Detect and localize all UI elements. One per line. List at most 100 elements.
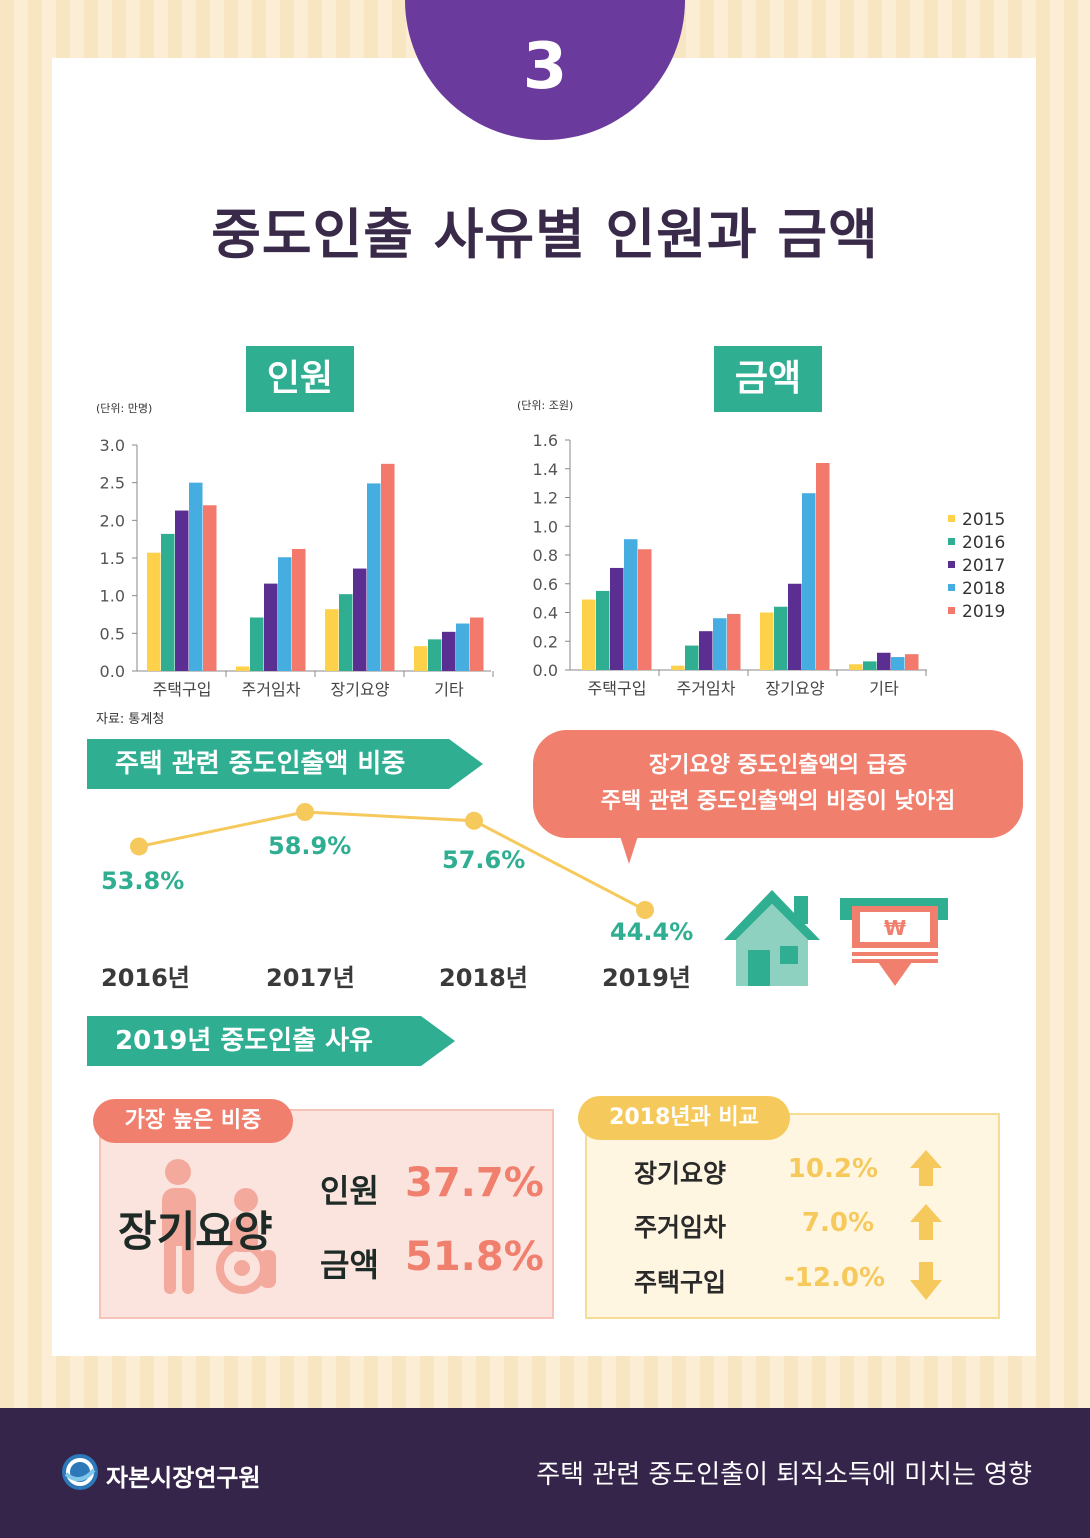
people-y-tick-label: 2.0 [100, 511, 125, 530]
amount-y-tick-label: 0.8 [533, 546, 558, 565]
share-line [138, 810, 646, 912]
housing-share-line-chart [130, 803, 654, 919]
amount-unit-label: (단위: 조원) [517, 399, 574, 412]
amount-category-label: 기타 [869, 679, 899, 698]
people-bar-2015-0 [147, 552, 161, 671]
people-category-label: 주거임차 [242, 680, 301, 699]
comparison-value-2: 7.0% [801, 1208, 874, 1238]
people-bar-2016-3 [428, 639, 442, 671]
legend-label-2015: 2015 [962, 510, 1005, 530]
comparison-pill: 2018년과 비교 [578, 1096, 790, 1140]
amount-bar-chart: 0.0 0.2 0.4 0.6 0.8 1.0 1.2 1.4 1.6 주택구입 주거임차 장기요양 기… [533, 431, 1006, 698]
highest-share-pill: 가장 높은 비중 [93, 1099, 293, 1143]
amount-y-tick-label: 1.6 [533, 431, 558, 450]
share-point-2 [465, 811, 483, 830]
amount-bar-2019-2 [816, 463, 830, 670]
year-label-2017: 2017년 [266, 964, 355, 992]
share-point-3 [636, 901, 654, 919]
amount-bar-2019-1 [727, 613, 741, 670]
people-y-tick-label: 3.0 [100, 436, 125, 455]
amount-bar-2016-3 [863, 661, 877, 670]
people-bar-2017-1 [264, 583, 278, 671]
share-point-1 [296, 803, 314, 821]
callout-bubble: 장기요양 중도인출액의 급증 주택 관련 중도인출액의 비중이 낮아짐 [533, 730, 1023, 838]
amount-bar-2016-2 [774, 606, 788, 670]
amount-bar-2019-0 [638, 549, 652, 670]
share-point-0 [130, 837, 148, 856]
amount-bar-2017-0 [610, 567, 624, 670]
highest-category: 장기요양 [118, 1207, 273, 1256]
amount-bar-2017-3 [877, 652, 891, 670]
amount-share-label: 금액 [320, 1246, 379, 1284]
legend-swatch-2015 [948, 515, 955, 522]
amount-bar-2016-0 [596, 590, 610, 670]
arrow-up-icon [910, 1150, 942, 1186]
people-bar-2018-0 [189, 482, 203, 671]
people-y-tick-label: 1.5 [100, 549, 125, 568]
source-note: 자료: 통계청 [96, 712, 165, 727]
people-bar-2016-1 [250, 617, 264, 671]
amount-bar-2018-0 [624, 539, 638, 670]
footer-bar [0, 1408, 1090, 1538]
year-label-2016: 2016년 [101, 964, 190, 992]
people-y-tick-label: 1.0 [100, 587, 125, 606]
amount-bar-2018-3 [891, 657, 905, 670]
amount-y-tick-label: 1.2 [533, 489, 558, 508]
svg-text:₩: ₩ [884, 916, 906, 940]
people-unit-label: (단위: 만명) [96, 402, 153, 415]
legend-swatch-2019 [948, 607, 955, 614]
wheelchair-icon [162, 1159, 276, 1294]
people-bar-2019-1 [292, 548, 306, 671]
amount-y-tick-label: 0.0 [533, 661, 558, 680]
people-bar-2015-2 [325, 609, 339, 671]
people-bar-2015-3 [414, 646, 428, 671]
amount-y-tick-label: 1.0 [533, 517, 558, 536]
comparison-label-2: 주거임차 [634, 1213, 727, 1242]
people-bar-2016-0 [161, 533, 175, 671]
legend-swatch-2016 [948, 538, 955, 545]
legend-label-2019: 2019 [962, 602, 1005, 622]
legend-label-2018: 2018 [962, 579, 1005, 599]
people-share-label: 인원 [320, 1172, 379, 1210]
amount-y-tick-label: 0.4 [533, 604, 558, 623]
footer-subtitle: 주택 관련 중도인출이 퇴직소득에 미치는 영향 [536, 1460, 1032, 1490]
people-bar-2017-0 [175, 510, 189, 671]
people-bar-2019-0 [203, 505, 217, 671]
amount-bar-2015-1 [671, 665, 685, 670]
people-y-tick-label: 2.5 [100, 474, 125, 493]
page-title: 중도인출 사유별 인원과 금액 [211, 203, 879, 266]
people-bar-2017-2 [353, 568, 367, 671]
amount-chart-tag: 금액 [714, 346, 822, 412]
section-number: 3 [522, 30, 568, 104]
people-bar-2015-1 [236, 666, 250, 671]
amount-category-label: 주택구입 [588, 679, 647, 698]
comparison-value-3: -12.0% [784, 1263, 885, 1293]
amount-y-tick-label: 1.4 [533, 460, 558, 479]
share-label-2016: 53.8% [101, 867, 185, 895]
amount-bar-2015-2 [760, 612, 774, 670]
housing-share-banner: 주택 관련 중도인출액 비중 [87, 739, 483, 789]
amount-bar-2015-0 [582, 599, 596, 670]
arrow-down-icon [910, 1262, 942, 1300]
amount-bar-2018-1 [713, 618, 727, 670]
people-category-label: 주택구입 [153, 680, 212, 699]
comparison-label-3: 주택구입 [634, 1268, 727, 1297]
share-label-2017: 58.9% [268, 832, 352, 860]
amount-bar-2018-2 [802, 493, 816, 670]
people-bar-2016-2 [339, 594, 353, 671]
share-label-2018: 57.6% [442, 846, 526, 874]
amount-category-label: 주거임차 [677, 679, 736, 698]
people-category-label: 장기요양 [331, 680, 390, 699]
amount-share-value: 51.8% [405, 1234, 544, 1280]
comparison-value-1: 10.2% [787, 1154, 878, 1184]
year-label-2019: 2019년 [602, 964, 691, 992]
legend-label-2016: 2016 [962, 533, 1005, 553]
people-bar-2018-1 [278, 557, 292, 671]
amount-bar-2017-2 [788, 583, 802, 670]
amount-bar-2019-3 [905, 654, 919, 670]
people-bar-2017-3 [442, 631, 456, 671]
house-icon [724, 890, 820, 986]
share-label-2019: 44.4% [610, 918, 694, 946]
legend-swatch-2017 [948, 561, 955, 568]
legend-swatch-2018 [948, 584, 955, 591]
